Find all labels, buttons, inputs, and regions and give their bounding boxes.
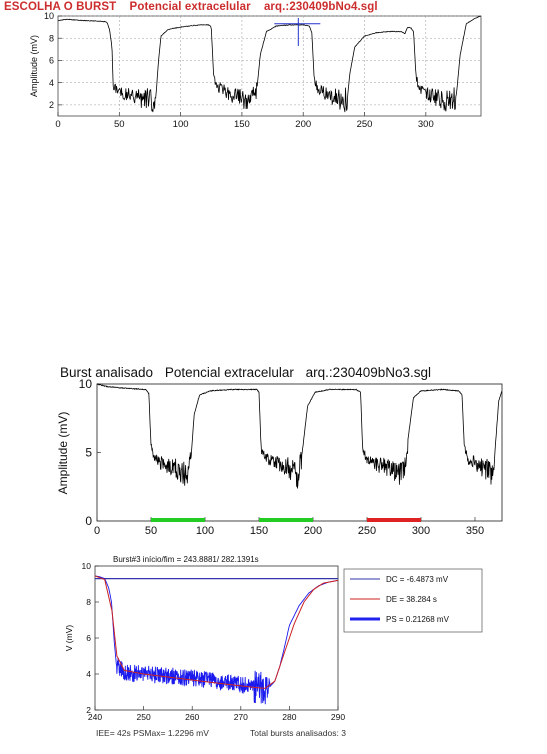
chart1-xtick-label: 200: [295, 119, 311, 130]
chart3-ytick-label: 2: [86, 705, 91, 715]
chart2-ytick-label: 0: [85, 514, 92, 528]
chart1-xtick-label: 50: [114, 119, 125, 130]
chart1-y-ticks: 2 4 6 8 10: [44, 11, 62, 110]
chart3-ytick-label: 4: [86, 669, 91, 679]
chart3-legend: DC = -6.4873 mV DE = 38.284 s PS = 0.21268…: [343, 568, 483, 633]
chart2-xtick-label: 100: [196, 525, 214, 537]
chart1-crosshair-cursor[interactable]: [274, 18, 321, 46]
chart2-x-ticks: 0 50 100 150 200 250 300 350: [94, 517, 484, 537]
chart1-title-part3: arq.:230409bNo4.sgl: [263, 1, 378, 13]
chart2-xtick-label: 0: [94, 525, 100, 537]
chart1-title-part1: ESCOLHA O BURST: [4, 1, 117, 13]
chart2-xtick-label: 50: [145, 525, 157, 537]
chart3-footer-right: Total bursts analisados: 3: [250, 728, 346, 738]
chart2-xtick-label: 150: [250, 525, 268, 537]
chart1-x-ticks: 0 50 100 150 200 250 300: [55, 112, 434, 130]
chart3-ytick-label: 6: [86, 633, 91, 643]
chart3: Burst#3 início/fim = 243.8881/ 282.1391s…: [64, 555, 483, 722]
chart1-ylabel: Amplitude (mV): [29, 35, 39, 97]
chart3-ytick-label: 8: [86, 597, 91, 607]
chart3-legend-label: PS = 0.21268 mV: [386, 615, 450, 624]
chart1-xtick-label: 0: [55, 119, 60, 130]
chart3-y-ticks: 2 4 6 8 10: [82, 561, 99, 715]
chart1-xtick-label: 100: [173, 119, 189, 130]
chart3-legend-label: DE = 38.284 s: [386, 595, 437, 604]
chart2-title-part1: Burst analisado: [60, 365, 154, 380]
chart3-footer-left: IEE= 42s PSMax= 1.2296 mV: [96, 728, 209, 738]
chart3-xtick-label: 250: [137, 712, 151, 722]
chart1-ytick-label: 4: [49, 78, 54, 88]
chart3-trace-line: [94, 575, 339, 705]
chart3-xtick-label: 240: [88, 712, 102, 722]
chart3-xtick-label: 260: [185, 712, 199, 722]
chart2-series-line: [96, 383, 503, 489]
chart2-ytick-label: 10: [79, 377, 93, 391]
chart2: 0 5 10 0 50 100 150 200 250 300 350 Amplitude (mV…: [56, 377, 503, 537]
chart1-ytick-label: 6: [49, 56, 54, 66]
chart1-ytick-label: 8: [49, 33, 54, 43]
chart2-title-part2: Potencial extracelular: [164, 365, 294, 380]
chart2-xtick-label: 250: [358, 525, 376, 537]
chart3-ytick-label: 10: [82, 561, 92, 571]
chart3-legend-label: DC = -6.4873 mV: [386, 575, 449, 584]
chart1-series-line: [57, 15, 481, 113]
chart1-frame: [57, 15, 482, 117]
chart3-x-ticks: 240 250 260 270 280 290: [88, 706, 345, 722]
chart2-title-part3: arq.:230409bNo3.sgl: [305, 365, 432, 380]
chart3-xtick-label: 270: [234, 712, 248, 722]
chart2-ylabel: Amplitude (mV): [56, 412, 70, 495]
chart2-xtick-label: 300: [412, 525, 430, 537]
chart2-frame: [96, 383, 503, 522]
chart1-title-part2: Potencial extracelular: [129, 1, 251, 13]
chart1-xtick-label: 150: [234, 119, 250, 130]
chart2-title: Burst analisado Potencial extracelular a…: [60, 365, 431, 380]
chart1-title: ESCOLHA O BURST Potencial extracelular a…: [4, 1, 378, 13]
chart2-xtick-label: 350: [466, 525, 484, 537]
chart1-series: [57, 15, 481, 113]
chart2-xtick-label: 200: [304, 525, 322, 537]
chart1-xtick-label: 300: [418, 119, 434, 130]
chart3-xtick-label: 290: [331, 712, 345, 722]
chart3-title: Burst#3 início/fim = 243.8881/ 282.1391s: [113, 555, 259, 564]
chart3-xtick-label: 280: [282, 712, 296, 722]
chart2-series: [96, 383, 503, 489]
chart1-xtick-label: 250: [357, 119, 373, 130]
chart1: 2 4 6 8 10 0 50 100 150 200 250 300 Amplitude (mV): [29, 11, 482, 130]
chart3-fit-line: [94, 575, 339, 689]
chart3-ylabel: V (mV): [64, 625, 74, 652]
chart2-ytick-label: 5: [85, 446, 92, 460]
chart1-ytick-label: 10: [44, 11, 54, 21]
chart1-ytick-label: 2: [49, 100, 54, 110]
chart3-series: [94, 575, 339, 705]
chart1-grid: [58, 15, 481, 116]
